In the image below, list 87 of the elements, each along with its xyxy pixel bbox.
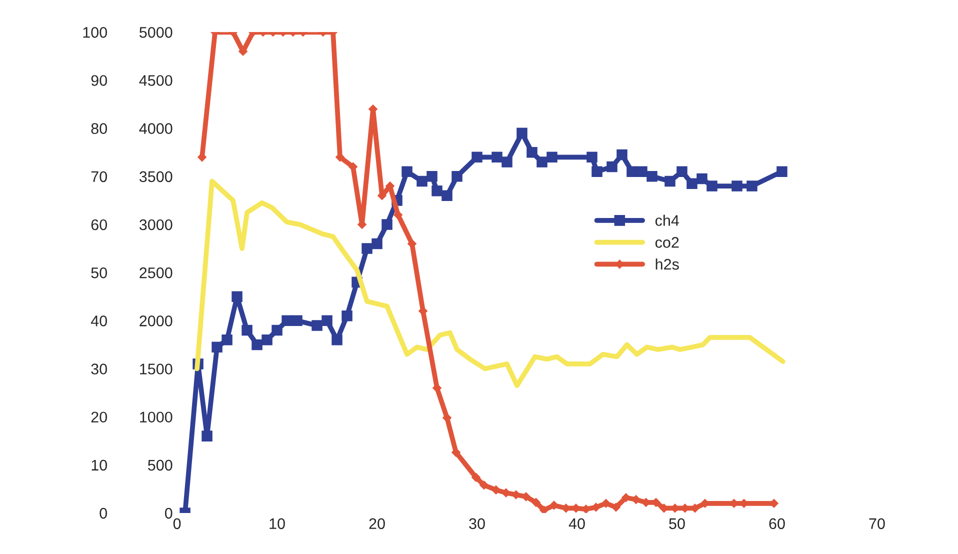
y2-tick-label: 4000 (139, 123, 172, 134)
point (606, 161, 618, 172)
x-tick-label: 0 (173, 518, 181, 530)
point (696, 173, 708, 184)
x-tick-label: 70 (869, 518, 885, 530)
y2-tick-label: 3500 (139, 171, 172, 182)
point (222, 334, 232, 346)
y-tick-label: 30 (91, 364, 107, 374)
point (706, 180, 718, 192)
legend-label: ch4 (655, 214, 679, 226)
point (676, 166, 688, 177)
x-tick-label: 30 (469, 518, 485, 530)
point (322, 315, 332, 326)
point (232, 291, 242, 302)
point (382, 219, 392, 230)
point (540, 506, 548, 514)
point (312, 320, 322, 331)
y2-tick-label: 3000 (139, 219, 172, 230)
y2-tick-label: 2500 (140, 267, 172, 278)
point (732, 180, 742, 192)
y2-tick-label: 2000 (140, 316, 172, 326)
point (372, 238, 382, 250)
y2-tick-label: 0 (164, 508, 172, 519)
point (776, 166, 788, 177)
y-tick-label: 40 (90, 316, 107, 326)
y2-tick-label: 5000 (140, 27, 172, 38)
point (526, 146, 538, 158)
point (332, 334, 342, 346)
point (492, 152, 502, 163)
point (664, 176, 676, 187)
point (292, 315, 302, 326)
y2-tick-label: 1500 (140, 364, 172, 374)
point (546, 152, 558, 163)
point (746, 180, 758, 192)
point (212, 342, 222, 352)
y-tick-label: 50 (91, 267, 107, 278)
point (282, 315, 292, 326)
point (402, 166, 412, 177)
point (442, 190, 452, 202)
point (492, 485, 500, 494)
point (416, 176, 428, 187)
legend-label: h2s (656, 258, 679, 270)
point (480, 480, 488, 490)
y-tick-label: 70 (91, 171, 107, 182)
point (252, 339, 262, 350)
point (516, 128, 528, 138)
point (686, 178, 698, 189)
point (592, 166, 602, 177)
point (452, 171, 462, 182)
point (636, 166, 648, 177)
x-tick-label: 10 (270, 518, 285, 530)
y2-tick-label: 500 (148, 460, 172, 471)
y-tick-label: 60 (91, 219, 107, 230)
point (550, 500, 558, 510)
point (646, 171, 658, 182)
point (632, 495, 640, 504)
point (342, 310, 352, 322)
point (502, 156, 512, 168)
point (426, 171, 438, 182)
point (626, 166, 638, 177)
point (202, 430, 212, 442)
point (362, 243, 372, 254)
x-tick-label: 40 (568, 518, 585, 530)
point (612, 502, 620, 512)
point (472, 472, 480, 482)
x-tick-label: 20 (369, 518, 385, 530)
point (532, 498, 540, 507)
point (242, 324, 252, 336)
y-tick-label: 20 (91, 412, 107, 423)
y-tick-label: 80 (91, 123, 107, 134)
y2-tick-label: 1000 (140, 412, 172, 423)
point (432, 185, 442, 196)
y2-tick-label: 4500 (139, 75, 172, 86)
y-tick-label: 0 (100, 508, 107, 519)
x-tick-label: 50 (669, 518, 685, 530)
point (262, 334, 272, 346)
y-tick-label: 100 (83, 27, 107, 38)
y-tick-label: 90 (91, 75, 107, 86)
point (272, 324, 282, 336)
legend-label: co2 (655, 237, 679, 248)
point (536, 156, 548, 168)
point (472, 152, 482, 163)
x-tick-label: 60 (769, 518, 785, 530)
point (616, 149, 628, 160)
y-tick-label: 10 (92, 460, 107, 471)
point (602, 498, 610, 508)
point (586, 152, 598, 163)
